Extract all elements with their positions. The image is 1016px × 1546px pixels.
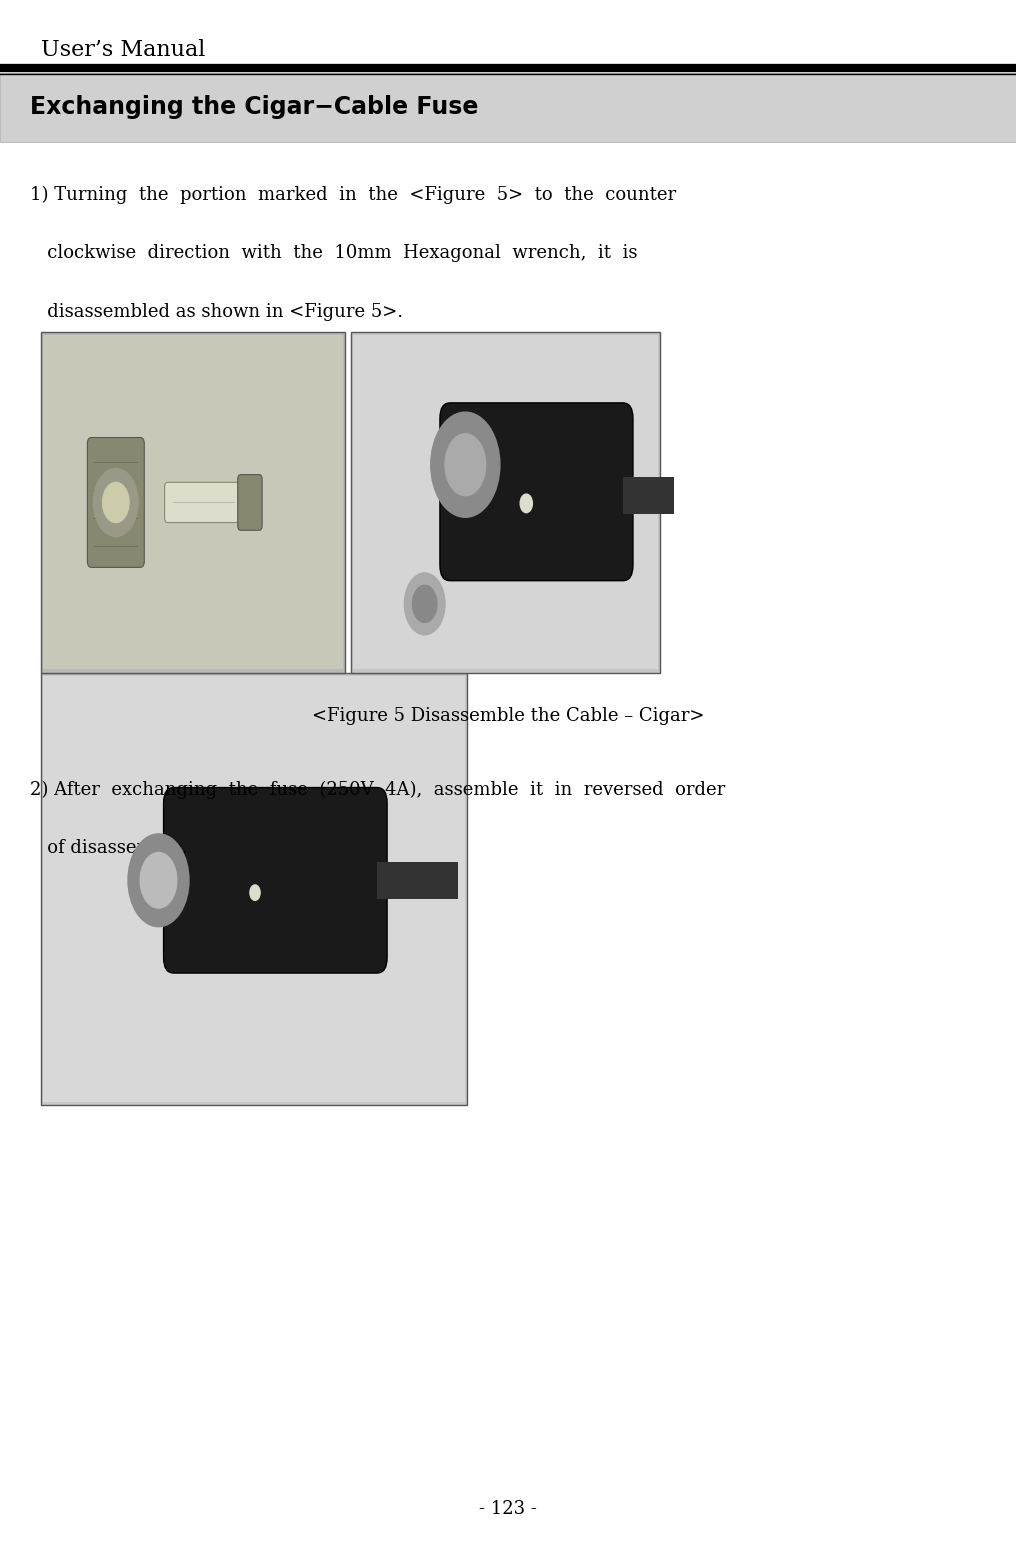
FancyBboxPatch shape [0,73,1016,142]
FancyBboxPatch shape [43,335,343,669]
Circle shape [93,468,138,536]
FancyBboxPatch shape [43,676,465,1102]
FancyBboxPatch shape [238,475,262,530]
Circle shape [250,884,260,900]
Circle shape [140,852,177,908]
Circle shape [404,574,445,635]
FancyBboxPatch shape [41,673,467,1105]
FancyBboxPatch shape [87,438,144,567]
Text: 1) Turning  the  portion  marked  in  the  <Figure  5>  to  the  counter: 1) Turning the portion marked in the <Fi… [30,186,677,204]
Circle shape [520,495,532,513]
Circle shape [412,586,437,623]
Circle shape [103,482,129,523]
FancyBboxPatch shape [377,861,458,898]
Text: - 123 -: - 123 - [480,1500,536,1518]
Circle shape [431,413,500,518]
FancyBboxPatch shape [440,404,633,581]
FancyBboxPatch shape [165,482,242,523]
Text: User’s Manual: User’s Manual [41,39,205,60]
Circle shape [445,434,486,496]
Text: Exchanging the Cigar−Cable Fuse: Exchanging the Cigar−Cable Fuse [30,96,479,119]
FancyBboxPatch shape [353,335,658,669]
FancyBboxPatch shape [351,332,660,673]
FancyBboxPatch shape [164,787,387,972]
Circle shape [128,833,189,926]
FancyBboxPatch shape [41,332,345,673]
Text: 2) After  exchanging  the  fuse  (250V  4A),  assemble  it  in  reversed  order: 2) After exchanging the fuse (250V 4A), … [30,781,725,799]
Text: clockwise  direction  with  the  10mm  Hexagonal  wrench,  it  is: clockwise direction with the 10mm Hexago… [30,244,638,263]
Text: of disassemble.: of disassemble. [30,839,188,858]
Text: <Figure 5 Disassemble the Cable – Cigar>: <Figure 5 Disassemble the Cable – Cigar> [312,707,704,725]
FancyBboxPatch shape [623,478,674,515]
Text: disassembled as shown in <Figure 5>.: disassembled as shown in <Figure 5>. [30,303,403,322]
